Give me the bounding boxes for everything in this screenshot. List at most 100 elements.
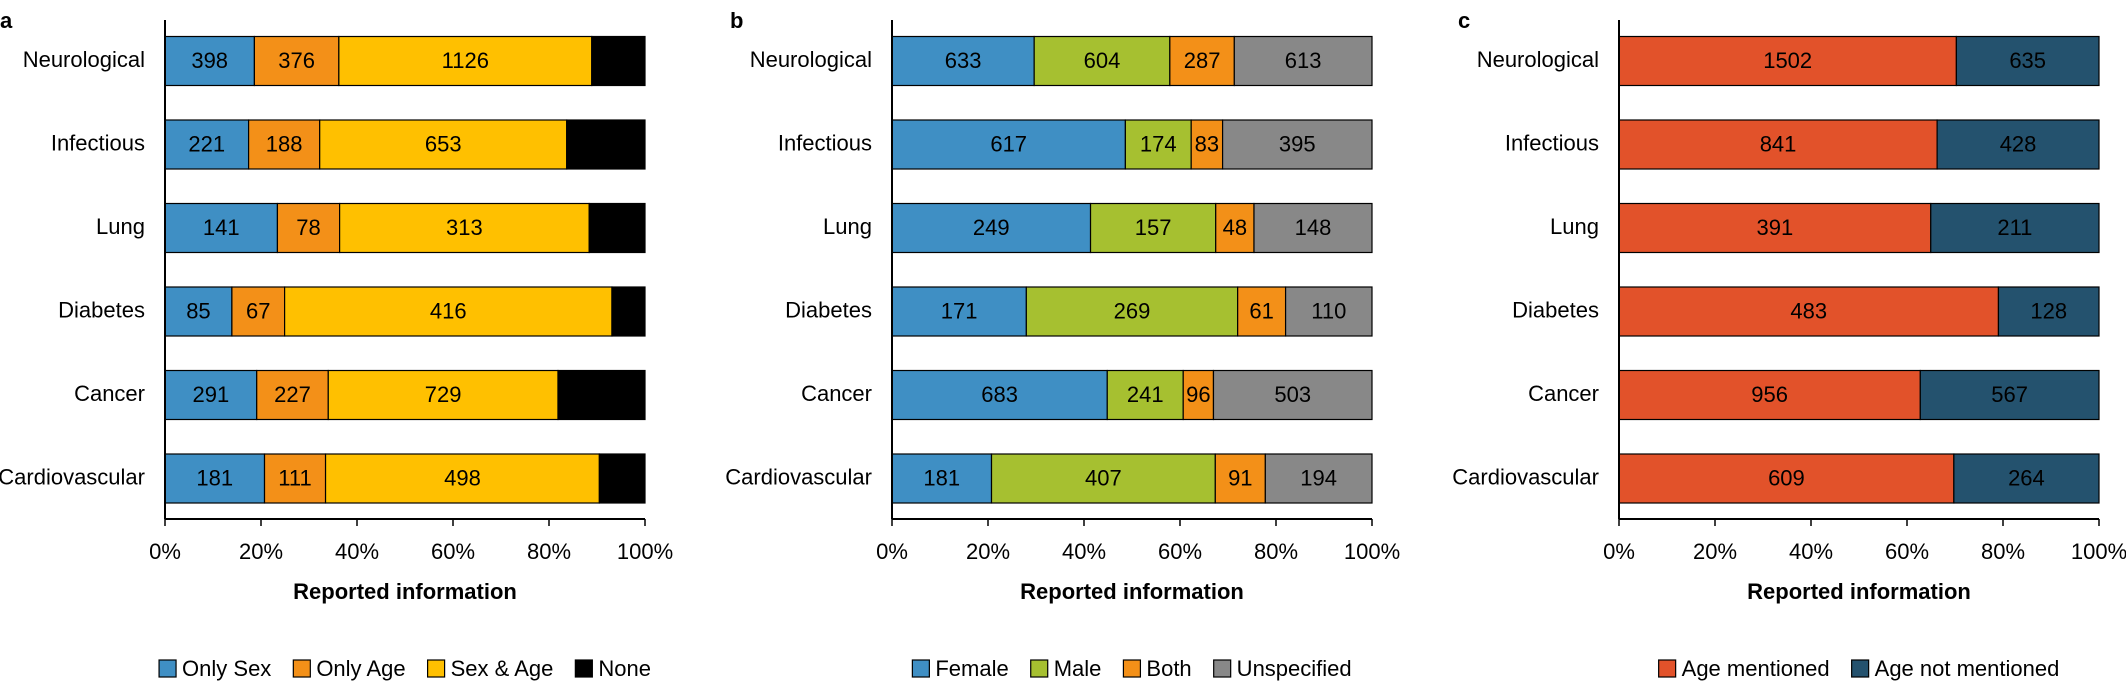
category-label: Lung [823,214,872,239]
value-label: 70 [605,215,629,240]
value-label: 376 [278,48,315,73]
x-tick-label: 0% [149,539,181,564]
bar-segment [276,202,341,254]
value-label: 110 [1311,298,1346,323]
legend-label: Only Age [316,656,405,681]
bar-segment [253,35,340,87]
bar-segment [231,286,286,337]
value-label: 498 [444,465,481,490]
bar-segment [1106,369,1184,421]
value-label: 407 [1085,465,1122,490]
value-label: 635 [2009,48,2046,73]
bar-segment [1233,35,1373,87]
legend-swatch [1122,659,1142,678]
x-tick-label: 0% [1603,539,1635,564]
value-label: 841 [1760,131,1797,156]
bar-segment [1169,35,1235,87]
value-label: 61 [1249,298,1273,323]
panel-letter: c [1458,8,1470,33]
value-label: 609 [1768,465,1805,490]
legend-swatch [1030,659,1049,678]
bar-segment [1618,453,1955,504]
category-label: Lung [1550,214,1599,239]
value-label: 174 [1140,131,1177,156]
bar-segment [1936,119,2100,170]
legend-swatch [1851,659,1870,678]
bar-segment [557,369,646,421]
x-tick-label: 80% [527,539,571,564]
bar-segment [1618,202,1932,254]
value-label: 503 [1274,382,1311,407]
value-label: 1126 [442,48,489,73]
bar-segment [1214,453,1266,504]
value-label: 398 [191,48,228,73]
bar-segment [611,286,646,337]
value-label: 188 [266,131,303,156]
bar-segment [990,453,1216,504]
category-label: Cancer [801,381,872,406]
category-label: Lung [96,214,145,239]
legend-swatch [574,659,593,678]
category-label: Diabetes [1512,297,1599,322]
bar-segment [263,453,327,504]
value-label: 227 [274,382,311,407]
value-label: 276 [583,382,620,407]
value-label: 567 [1991,382,2028,407]
x-axis-title: Reported information [293,579,517,604]
bar-segment [1919,369,2100,421]
legend-swatch [427,659,446,678]
legend-label: Male [1054,656,1102,681]
value-label: 207 [587,131,624,156]
bar-segment [164,286,233,337]
bar-segment [1997,286,2100,337]
value-label: 1502 [1763,48,1812,73]
bar-segment [1618,369,1921,421]
value-label: 313 [446,215,483,240]
value-label: 617 [990,131,1027,156]
bar-segment [891,286,1027,337]
legend-label: Age not mentioned [1875,656,2060,681]
legend-label: Sex & Age [451,656,554,681]
value-label: 653 [425,131,462,156]
bar-segment [164,35,255,87]
x-tick-label: 100% [2071,539,2126,564]
category-label: Cardiovascular [0,464,145,489]
bar-segment [1089,202,1217,254]
category-label: Infectious [51,130,145,155]
bar-segment [1215,202,1255,254]
value-label: 729 [425,382,462,407]
category-label: Cardiovascular [1452,464,1599,489]
category-label: Neurological [750,47,872,72]
bar-segment [1953,453,2100,504]
value-label: 269 [1114,298,1151,323]
value-label: 91 [1228,465,1252,490]
bar-segment [1955,35,2100,87]
value-label: 171 [941,298,978,323]
value-label: 633 [945,48,982,73]
category-label: Neurological [1477,47,1599,72]
category-label: Diabetes [785,297,872,322]
bar-segment [1190,119,1224,170]
bar-segment [164,119,250,170]
legend-swatch [911,659,930,678]
bar-segment [891,369,1108,421]
bar-segment [319,119,568,170]
legend: Female Male Both Unspecified [911,656,1352,681]
bar-segment [338,35,593,87]
bar-segment [327,369,559,421]
value-label: 391 [1757,215,1794,240]
x-tick-label: 60% [431,539,475,564]
legend-label: Age mentioned [1682,656,1830,681]
value-label: 241 [1127,382,1164,407]
value-label: 83 [610,465,634,490]
bar-segment [256,369,329,421]
panel-letter: b [730,8,743,33]
value-label: 613 [1285,48,1322,73]
bar-segment [1033,35,1171,87]
bar-segment [164,453,266,504]
value-label: 157 [1135,215,1172,240]
category-label: Diabetes [58,297,145,322]
value-label: 237 [600,48,637,73]
category-label: Cardiovascular [725,464,872,489]
